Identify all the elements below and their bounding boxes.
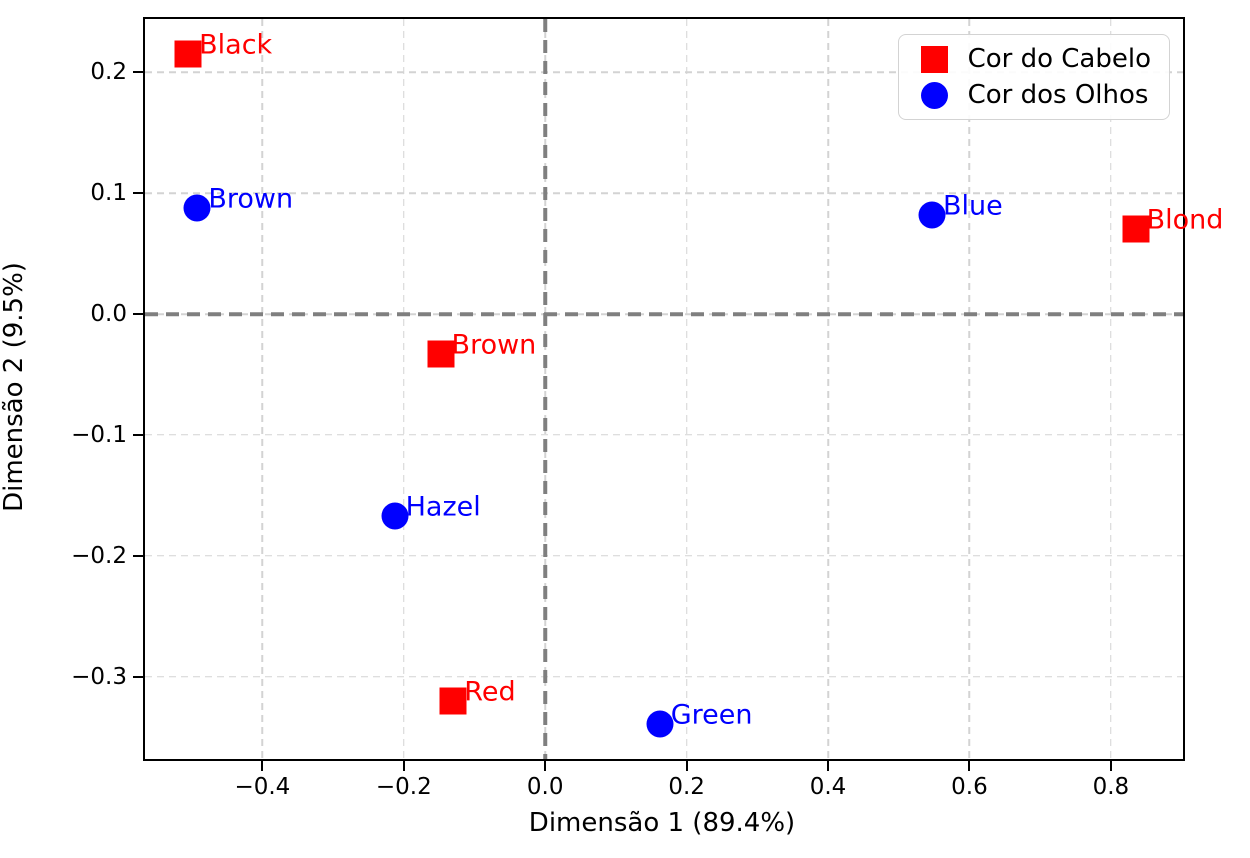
legend-item: Cor do Cabelo	[913, 44, 1151, 74]
x-tick-label: 0.2	[668, 774, 705, 800]
zero-line-vertical	[543, 19, 547, 759]
circle-marker-icon	[918, 201, 946, 229]
y-tick-mark	[133, 433, 143, 436]
circle-marker-icon	[381, 502, 409, 530]
x-tick-label: 0.4	[809, 774, 847, 800]
x-gridline	[403, 19, 405, 759]
data-point-label: Brown	[451, 329, 537, 361]
data-point-label: Black	[199, 29, 273, 61]
square-marker-icon	[174, 40, 202, 68]
y-gridline	[145, 555, 1183, 557]
y-tick-label: −0.2	[71, 542, 127, 569]
x-tick-label: 0.8	[1092, 774, 1130, 800]
y-axis-label: Dimensão 2 (9.5%)	[0, 262, 29, 512]
data-point-label: Green	[670, 699, 753, 731]
x-tick-label: 0.6	[951, 774, 988, 800]
x-tick-mark	[968, 761, 971, 771]
plot-area: −0.4 −0.2 0.0 0.2 0.4 0.6 0.8 0.2 0.1 0.0 −0.1 −0.2…	[71, 17, 1223, 800]
x-tick-mark	[827, 761, 830, 771]
data-point-label: Blue	[942, 190, 1003, 222]
x-tick-label: −0.2	[375, 774, 432, 800]
x-tick-mark	[261, 761, 264, 771]
y-tick-label: 0.1	[90, 180, 127, 207]
x-tick-mark	[1109, 761, 1112, 771]
zero-line-horizontal	[145, 312, 1183, 316]
square-marker-icon	[427, 340, 455, 368]
legend-item: Cor dos Olhos	[913, 80, 1151, 110]
data-point-label: Hazel	[405, 491, 481, 523]
data-point-label: Brown	[208, 183, 294, 215]
legend-label: Cor do Cabelo	[967, 44, 1151, 74]
y-tick-label: −0.1	[71, 421, 127, 448]
x-gridline	[827, 19, 829, 759]
square-marker-icon	[439, 687, 467, 715]
x-tick-mark	[685, 761, 688, 771]
y-tick-mark	[133, 675, 143, 678]
y-gridline	[145, 434, 1183, 436]
data-point-label: Blond	[1146, 204, 1224, 236]
x-gridline	[685, 19, 688, 759]
legend: Cor do Cabelo Cor dos Olhos	[897, 34, 1170, 120]
legend-label: Cor dos Olhos	[967, 80, 1149, 110]
x-gridline	[968, 19, 971, 759]
circle-marker-icon	[183, 194, 211, 222]
y-tick-label: −0.3	[71, 663, 127, 690]
y-tick-mark	[133, 192, 143, 195]
x-gridline	[1110, 19, 1112, 759]
y-tick-mark	[133, 71, 143, 74]
square-marker-icon	[920, 45, 948, 73]
y-tick-label: 0.2	[90, 59, 127, 86]
y-gridline	[145, 71, 1183, 73]
x-tick-label: 0.0	[526, 774, 564, 800]
x-tick-mark	[402, 761, 405, 771]
x-axis-label: Dimensão 1 (89.4%)	[528, 808, 796, 838]
x-gridline	[261, 19, 264, 759]
y-tick-mark	[133, 313, 143, 316]
x-tick-label: −0.4	[234, 774, 291, 800]
data-point-label: Red	[464, 676, 516, 708]
y-gridline	[145, 192, 1183, 194]
x-tick-mark	[544, 761, 547, 771]
y-tick-label: 0.0	[90, 301, 127, 328]
circle-marker-icon	[920, 81, 948, 109]
y-gridline	[145, 676, 1183, 678]
circle-marker-icon	[646, 710, 674, 738]
square-marker-icon	[1122, 215, 1150, 243]
y-tick-mark	[133, 554, 143, 557]
